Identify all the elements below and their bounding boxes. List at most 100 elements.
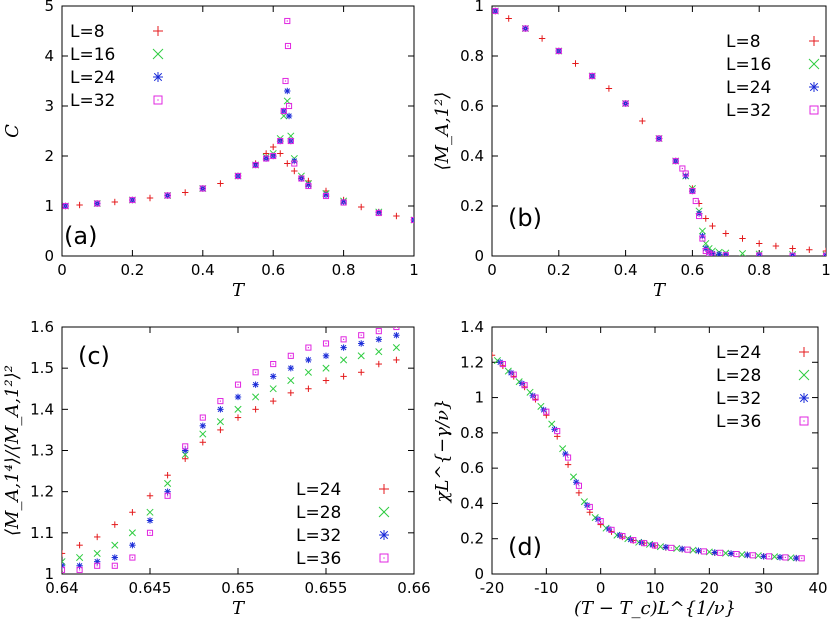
- series-L=36: [62, 327, 400, 573]
- y-tick-label: 4: [44, 47, 54, 65]
- data-point: [76, 566, 83, 573]
- data-point: [146, 194, 154, 202]
- y-tick-label: 1: [474, 389, 484, 407]
- data-point: [492, 7, 499, 15]
- data-point: [199, 430, 207, 438]
- y-tick-label: 0.4: [460, 494, 484, 512]
- y-tick-label: 1.5: [30, 359, 54, 377]
- data-point: [555, 47, 562, 55]
- y-tick-label: 0.2: [460, 197, 484, 215]
- data-point: [393, 356, 400, 364]
- x-tick-label: 0.2: [120, 261, 144, 279]
- data-point: [521, 382, 528, 389]
- data-point: [589, 72, 596, 80]
- data-point: [284, 87, 291, 95]
- data-point: [357, 352, 365, 360]
- data-point: [263, 155, 270, 162]
- data-point: [641, 540, 648, 547]
- y-axis-label: ⟨M_A,1⁴⟩/⟨M_A,1²⟩²: [2, 365, 23, 536]
- data-point: [217, 426, 224, 434]
- data-point: [375, 336, 382, 343]
- data-point: [282, 77, 289, 85]
- data-point: [322, 364, 330, 372]
- data-point: [392, 344, 400, 352]
- data-point: [252, 406, 259, 413]
- data-point: [270, 397, 277, 405]
- data-point: [340, 344, 347, 351]
- data-point: [217, 406, 224, 413]
- data-point: [575, 489, 583, 497]
- legend-marker: [379, 484, 389, 494]
- x-tick-label: 0.4: [614, 261, 638, 279]
- data-point: [164, 192, 171, 199]
- data-point: [252, 393, 260, 401]
- data-point: [749, 552, 756, 559]
- legend-label: L=24: [716, 343, 761, 363]
- data-point: [234, 414, 242, 421]
- y-tick-label: 1.2: [460, 353, 484, 371]
- data-point: [234, 381, 242, 388]
- series-L=24: [62, 356, 400, 557]
- data-point: [270, 360, 277, 368]
- data-point: [62, 202, 69, 210]
- x-tick-label: 0.6: [680, 261, 704, 279]
- data-point: [199, 414, 206, 421]
- legend-marker: [153, 26, 163, 36]
- data-point: [129, 541, 136, 549]
- data-point: [738, 551, 746, 559]
- series-L=16: [492, 7, 826, 256]
- x-tick-label: 0.64: [45, 579, 78, 597]
- data-point: [285, 102, 293, 110]
- legend-label: L=8: [726, 32, 761, 52]
- data-point: [322, 192, 330, 200]
- data-point: [492, 352, 496, 359]
- data-point: [702, 215, 709, 222]
- data-point: [684, 546, 691, 553]
- data-point: [410, 216, 414, 224]
- data-point: [234, 405, 242, 413]
- y-tick-label: 2: [44, 147, 54, 165]
- data-point: [111, 562, 118, 569]
- data-point: [340, 373, 347, 380]
- data-point: [586, 509, 593, 516]
- data-point: [672, 157, 679, 165]
- data-point: [129, 509, 136, 516]
- legend-label: L=16: [726, 55, 771, 75]
- data-point: [822, 247, 826, 255]
- series-L=32: [62, 17, 414, 224]
- legend-marker: [799, 347, 809, 357]
- x-axis-label: T: [232, 280, 246, 301]
- data-point: [538, 35, 546, 42]
- legend-label: L=32: [716, 389, 761, 409]
- data-point: [62, 566, 66, 573]
- data-point: [554, 428, 561, 435]
- x-tick-label: 0.8: [332, 261, 356, 279]
- data-point: [619, 533, 626, 540]
- data-point: [252, 369, 259, 376]
- data-point: [580, 498, 588, 506]
- data-point: [393, 332, 400, 339]
- series-L=28: [62, 344, 400, 566]
- y-tick-label: 0.8: [460, 47, 484, 65]
- data-point: [199, 422, 206, 429]
- data-point: [822, 251, 826, 256]
- x-tick-label: 40: [808, 579, 827, 597]
- y-tick-label: 0.6: [460, 459, 484, 477]
- data-point: [597, 518, 604, 525]
- data-point: [76, 201, 83, 209]
- data-point: [772, 242, 780, 250]
- data-point: [111, 521, 118, 528]
- data-point: [651, 542, 659, 549]
- y-tick-label: 1.2: [30, 483, 54, 501]
- data-points: [62, 327, 400, 573]
- x-tick-label: -10: [534, 579, 559, 597]
- y-tick-label: 0.6: [460, 97, 484, 115]
- data-point: [94, 200, 101, 207]
- y-tick-label: 1: [474, 0, 484, 15]
- data-point: [756, 252, 763, 256]
- data-point: [679, 165, 686, 172]
- data-point: [760, 553, 767, 560]
- x-tick-label: 0.4: [191, 261, 215, 279]
- plot-frame: [61, 5, 415, 257]
